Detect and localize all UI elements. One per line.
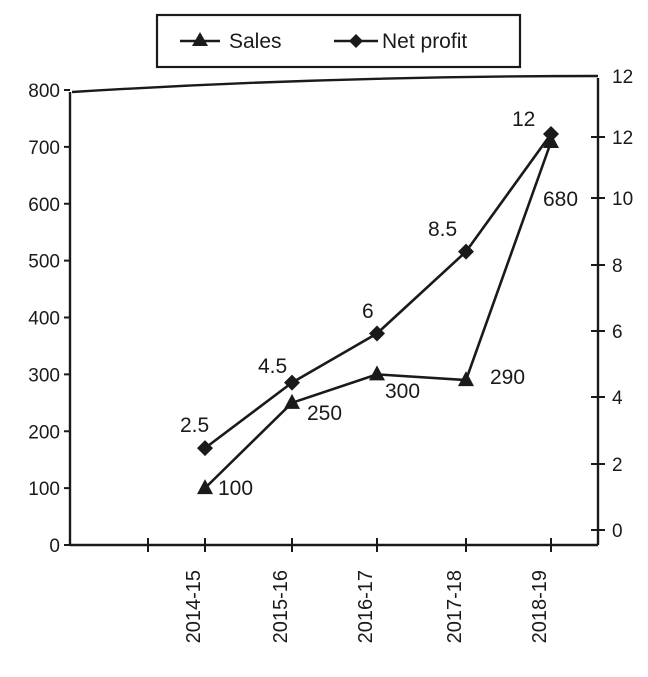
sales-marker: [197, 479, 213, 495]
sales-marker: [458, 371, 474, 387]
y-right-tick-label: 2: [612, 455, 623, 476]
net-profit-marker: [197, 440, 213, 457]
data-labels: 100 250 300 290 680 2.5 4.5 6 8.5 12: [180, 108, 578, 500]
net-profit-data-label: 12: [512, 108, 535, 131]
y-left-tick-label: 600: [28, 195, 60, 216]
sales-data-label: 680: [543, 188, 578, 211]
sales-line: [204, 141, 553, 490]
axes: 0 100 200 300 400 500 600 700 800 0 2 4 6 8 10 12 12 2014…: [28, 67, 633, 643]
y-right-tick-label: 10: [612, 189, 633, 210]
y-left-tick-label: 800: [28, 81, 60, 102]
y-left-tick-label: 0: [49, 536, 60, 557]
net-profit-data-label: 2.5: [180, 414, 209, 437]
y-right-tick-label: 4: [612, 388, 623, 409]
net-profit-marker: [458, 243, 474, 260]
series-layer: [197, 126, 559, 495]
x-category-label: 2018-19: [529, 570, 551, 643]
y-left-tick-label: 100: [28, 479, 60, 500]
sales-data-label: 250: [307, 402, 342, 425]
legend: Sales Net profit: [155, 13, 522, 69]
net-profit-marker: [543, 126, 559, 142]
y-left-tick-label: 200: [28, 422, 60, 443]
y-right-tick-label: 12: [612, 128, 633, 149]
x-category-label: 2015-16: [270, 570, 292, 643]
net-profit-data-label: 6: [362, 300, 374, 323]
sales-data-label: 300: [385, 380, 420, 403]
net-profit-marker: [369, 325, 385, 342]
y-left-tick-label: 300: [28, 365, 60, 386]
sales-data-label: 100: [218, 477, 253, 500]
sales-marker: [369, 365, 385, 381]
legend-sales-label: Sales: [229, 30, 282, 53]
net-profit-data-label: 8.5: [428, 218, 457, 241]
top-border-line: [71, 74, 599, 94]
net-profit-marker: [284, 374, 300, 391]
sales-data-label: 290: [490, 366, 525, 389]
sales-marker: [284, 393, 300, 409]
y-right-tick-label: 6: [612, 322, 623, 343]
x-category-label: 2017-18: [444, 570, 466, 643]
y-right-tick-label: 8: [612, 256, 623, 277]
legend-sales-marker: [192, 32, 208, 46]
y-left-tick-label: 500: [28, 252, 60, 273]
x-category-label: 2016-17: [355, 570, 377, 643]
x-category-label: 2014-15: [183, 570, 205, 643]
y-right-tick-label: 12: [612, 67, 633, 88]
net-profit-data-label: 4.5: [258, 355, 287, 378]
y-left-tick-label: 700: [28, 138, 60, 159]
legend-net-profit-label: Net profit: [382, 30, 467, 53]
y-left-tick-label: 400: [28, 309, 60, 330]
legend-net-profit-marker: [349, 34, 363, 48]
y-right-tick-label: 0: [612, 521, 623, 542]
